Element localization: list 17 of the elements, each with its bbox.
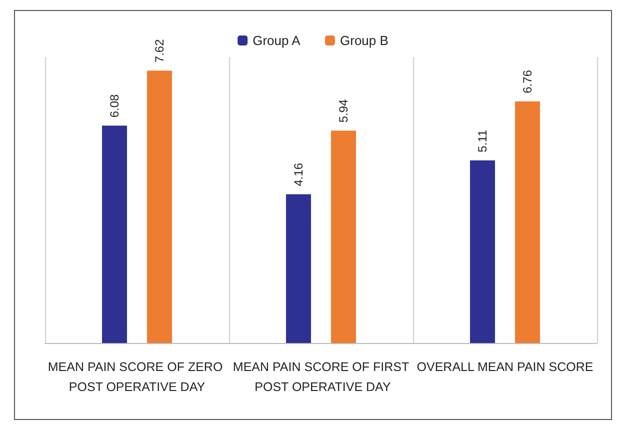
x-tick-label: MEAN PAIN SCORE OF ZERO POST OPERATIVE DAY (48, 360, 226, 394)
bar (470, 160, 495, 343)
data-label: 4.16 (292, 162, 306, 186)
bar (102, 126, 127, 343)
bar (286, 194, 311, 343)
legend-label: Group B (340, 33, 388, 48)
x-tick-label: MEAN PAIN SCORE OF FIRST POST OPERATIVE DAY (232, 360, 410, 394)
data-label: 6.76 (520, 70, 534, 94)
x-tick-label: OVERALL MEAN PAIN SCORE (416, 360, 594, 374)
bar (147, 70, 172, 343)
data-label: 5.11 (476, 130, 490, 152)
data-label: 6.08 (108, 94, 122, 118)
bar (515, 101, 540, 343)
data-label: 7.62 (152, 38, 166, 63)
data-label: 5.94 (336, 98, 350, 123)
legend-label: Group A (252, 33, 301, 48)
bar (331, 130, 356, 343)
